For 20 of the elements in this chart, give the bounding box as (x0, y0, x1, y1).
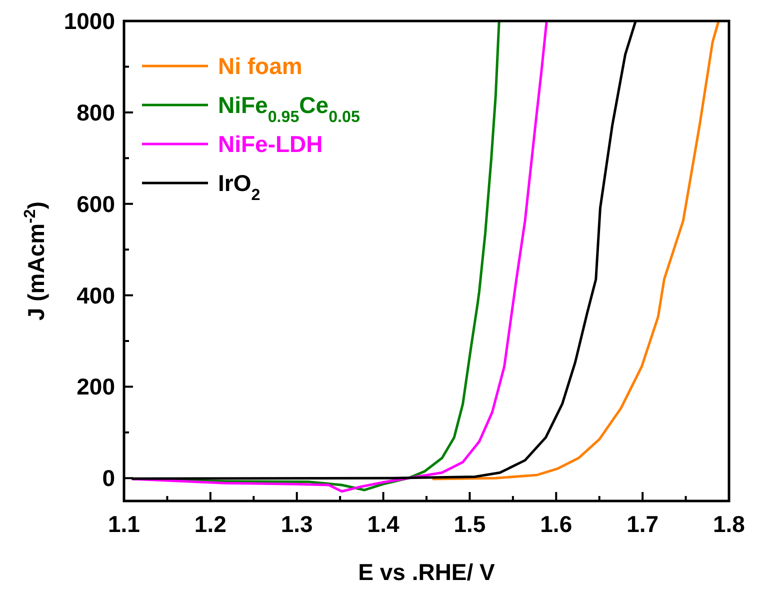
x-tick-label: 1.8 (713, 511, 746, 537)
y-tick-label: 400 (76, 282, 115, 308)
x-tick-label: 1.4 (367, 511, 400, 537)
y-tick-label: 1000 (64, 8, 115, 34)
legend-label: IrO$_{2}$ (218, 170, 260, 204)
legend-label: Ni foam (218, 53, 302, 79)
y-tick-label: 800 (76, 99, 115, 126)
x-tick-label: 1.7 (626, 511, 659, 537)
line-series (432, 21, 720, 480)
y-tick-label: 200 (76, 374, 115, 400)
y-tick-label: 0 (102, 465, 115, 492)
x-tick-label: 1.6 (540, 511, 572, 537)
x-axis-title: E vs .RHE/ V (358, 559, 496, 585)
x-tick-label: 1.5 (454, 511, 486, 537)
legend-label: NiFe$_{0.95}$Ce$_{0.05}$ (218, 92, 360, 126)
legend-label: NiFe-LDH (218, 131, 323, 157)
x-tick-label: 1.1 (108, 511, 140, 537)
x-tick-label: 1.3 (280, 511, 313, 537)
y-tick-label: 600 (76, 190, 115, 217)
x-tick-label: 1.2 (194, 511, 226, 537)
